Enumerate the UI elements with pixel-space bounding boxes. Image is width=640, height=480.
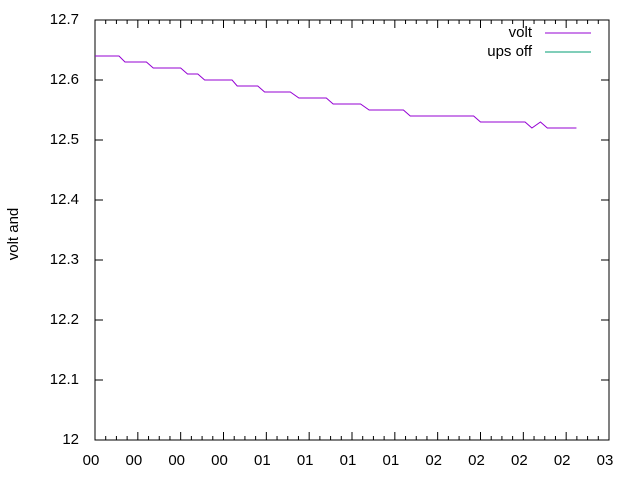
series-line — [95, 55, 577, 129]
x-tick-label: 02 — [554, 452, 571, 469]
legend-label: volt — [509, 24, 533, 41]
x-tick-label: 02 — [468, 452, 485, 469]
x-tick-label: 02 — [425, 452, 442, 469]
y-tick-label: 12.1 — [50, 371, 79, 388]
y-tick-label: 12.3 — [50, 251, 79, 268]
y-tick-label: 12 — [62, 431, 79, 448]
y-axis-label: volt and — [5, 208, 22, 261]
x-tick-label: 02 — [511, 452, 528, 469]
x-tick-label: 00 — [211, 452, 228, 469]
y-tick-label: 12.5 — [50, 131, 79, 148]
x-tick-label: 00 — [83, 452, 100, 469]
x-tick-label: 01 — [340, 452, 357, 469]
legend-label: ups off — [487, 43, 533, 60]
x-tick-label: 01 — [297, 452, 314, 469]
x-tick-label: 03 — [597, 452, 614, 469]
x-tick-label: 00 — [168, 452, 185, 469]
y-tick-label: 12.7 — [50, 11, 79, 28]
plot-frame — [94, 19, 610, 441]
y-tick-label: 12.2 — [50, 311, 79, 328]
y-tick-label: 12.4 — [50, 191, 79, 208]
x-tick-label: 00 — [125, 452, 142, 469]
x-tick-label: 01 — [254, 452, 271, 469]
x-tick-label: 01 — [382, 452, 399, 469]
y-tick-label: 12.6 — [50, 71, 79, 88]
